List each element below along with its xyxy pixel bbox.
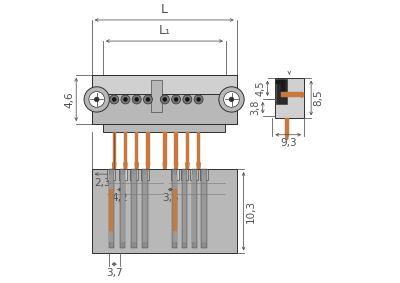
Bar	[202, 169, 207, 248]
Bar	[173, 189, 177, 231]
Circle shape	[224, 92, 239, 107]
Circle shape	[194, 95, 203, 104]
Bar	[108, 169, 115, 180]
Text: 8,5: 8,5	[313, 90, 323, 106]
Bar	[190, 169, 198, 180]
Bar	[131, 169, 137, 248]
Text: 3,8: 3,8	[250, 100, 260, 115]
Text: 4,6: 4,6	[64, 91, 74, 108]
Circle shape	[172, 95, 180, 104]
Bar	[130, 169, 138, 180]
Bar	[151, 80, 162, 112]
Bar	[276, 79, 287, 104]
Circle shape	[183, 95, 192, 104]
Polygon shape	[146, 163, 150, 174]
Bar	[132, 175, 136, 242]
Bar	[92, 169, 236, 254]
Polygon shape	[302, 92, 304, 97]
Bar	[119, 169, 126, 180]
Polygon shape	[124, 163, 127, 174]
Bar	[110, 175, 113, 242]
Bar	[202, 175, 206, 242]
Bar	[120, 169, 126, 248]
Polygon shape	[112, 163, 116, 174]
Text: 2,3: 2,3	[95, 177, 111, 188]
Circle shape	[89, 92, 105, 107]
Bar	[182, 175, 186, 242]
Bar	[163, 132, 166, 163]
Polygon shape	[174, 163, 178, 174]
Text: 3,7: 3,7	[106, 267, 122, 278]
Circle shape	[197, 97, 200, 101]
Polygon shape	[163, 163, 166, 174]
Bar	[142, 169, 148, 248]
Bar	[200, 169, 208, 180]
Text: 9,3: 9,3	[280, 138, 296, 148]
Circle shape	[160, 95, 169, 104]
Circle shape	[229, 97, 234, 102]
Circle shape	[135, 97, 139, 101]
Circle shape	[94, 97, 99, 102]
Bar	[92, 75, 236, 93]
Polygon shape	[135, 163, 138, 174]
Bar	[108, 169, 114, 248]
Bar	[274, 78, 304, 118]
Bar	[180, 169, 188, 180]
Text: L₁: L₁	[158, 24, 170, 37]
Bar	[197, 132, 200, 163]
Bar	[171, 169, 179, 180]
Bar	[112, 132, 116, 163]
Bar	[110, 189, 113, 231]
Bar	[92, 75, 236, 124]
Bar	[285, 118, 289, 134]
Text: L: L	[161, 3, 168, 16]
Circle shape	[163, 97, 167, 101]
Circle shape	[144, 95, 152, 104]
Text: 10,3: 10,3	[246, 200, 256, 223]
Bar	[173, 175, 177, 242]
Bar	[186, 132, 189, 163]
Circle shape	[146, 97, 150, 101]
Bar	[121, 175, 125, 242]
Bar	[143, 175, 147, 242]
Circle shape	[219, 87, 244, 112]
Bar	[182, 169, 187, 248]
Polygon shape	[197, 163, 200, 174]
Bar	[92, 93, 236, 124]
Circle shape	[112, 97, 116, 101]
Bar	[281, 92, 302, 97]
Bar	[192, 169, 197, 248]
Bar	[103, 124, 225, 132]
Bar	[135, 132, 138, 163]
Polygon shape	[285, 134, 289, 140]
Bar	[172, 169, 178, 248]
Text: 3,5: 3,5	[162, 193, 179, 203]
Bar	[146, 132, 150, 163]
Circle shape	[84, 87, 110, 112]
Circle shape	[124, 97, 128, 101]
Text: 4,5: 4,5	[255, 80, 265, 96]
Circle shape	[174, 97, 178, 101]
Polygon shape	[186, 163, 189, 174]
Polygon shape	[276, 80, 284, 91]
Circle shape	[185, 97, 189, 101]
Bar	[174, 132, 178, 163]
Circle shape	[121, 95, 130, 104]
Text: 4,2: 4,2	[112, 193, 128, 203]
Bar	[192, 175, 196, 242]
Bar	[141, 169, 149, 180]
Circle shape	[110, 95, 119, 104]
Bar	[124, 132, 127, 163]
Circle shape	[132, 95, 141, 104]
